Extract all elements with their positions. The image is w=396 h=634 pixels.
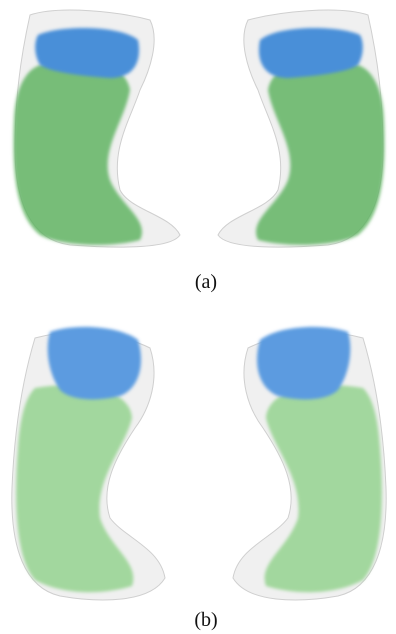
render-b-right <box>233 327 386 600</box>
render-a-left <box>13 10 180 247</box>
render-b-left <box>12 327 165 600</box>
figure: (a) (b) <box>0 0 396 634</box>
caption: (b) <box>194 609 217 631</box>
render-a-right <box>218 10 385 247</box>
page: (a) (b) (() => { const data = JSON.parse… <box>0 0 396 634</box>
caption: (a) <box>195 271 217 293</box>
